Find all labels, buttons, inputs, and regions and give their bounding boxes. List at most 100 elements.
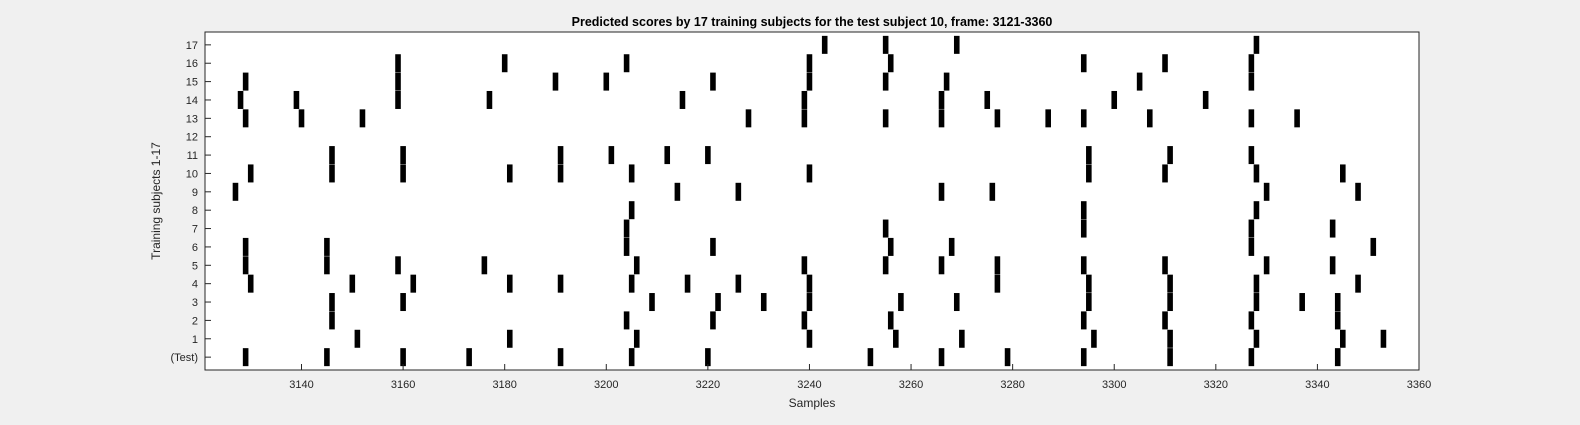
score-mark [1248,311,1255,330]
score-mark [943,72,950,91]
score-mark [242,109,249,128]
y-tick-label: 4 [192,279,198,291]
score-mark [1045,109,1051,128]
score-mark [1248,237,1255,256]
score-mark [649,293,655,312]
score-mark [400,348,406,367]
score-mark [806,329,813,348]
y-tick-label: 5 [192,260,198,272]
score-mark [1253,201,1260,220]
score-mark [710,237,716,256]
score-mark [806,164,813,183]
score-mark [1370,237,1377,256]
score-mark [329,293,335,312]
score-mark [893,329,899,348]
score-mark [1080,54,1087,73]
y-tick-label: 16 [186,58,198,70]
score-mark [603,72,610,91]
score-mark [1299,293,1305,312]
y-tick-label: 8 [192,205,198,217]
score-mark [1086,293,1092,312]
score-mark [1329,256,1336,275]
y-tick-label: 9 [192,187,198,199]
score-mark [324,348,330,367]
score-mark [1086,146,1092,165]
score-mark [801,90,808,109]
score-mark [1167,274,1173,293]
score-mark [745,109,752,128]
score-mark [806,274,813,293]
score-mark [1080,201,1087,220]
score-mark [705,146,711,165]
score-mark [1340,164,1346,183]
score-mark [1248,109,1255,128]
score-mark [994,274,1001,293]
score-mark [329,146,335,165]
score-mark [1334,348,1341,367]
score-mark [242,348,249,367]
y-tick-label: 2 [192,315,198,327]
score-mark [395,256,401,275]
y-tick-label: 7 [192,224,198,236]
score-mark [1162,311,1168,330]
score-mark [710,72,716,91]
score-mark [466,348,472,367]
score-mark [633,329,640,348]
score-mark [486,90,493,109]
score-mark [1253,274,1260,293]
score-mark [623,311,630,330]
score-mark [948,237,955,256]
score-mark [887,54,894,73]
score-mark [1086,164,1092,183]
x-tick-label: 3180 [492,379,516,391]
score-mark [1080,311,1087,330]
score-mark [1253,164,1260,183]
score-mark [806,293,813,312]
score-mark [821,35,828,54]
score-mark [882,72,889,91]
score-mark [506,329,513,348]
score-mark [674,182,681,201]
score-mark [1253,35,1260,54]
y-tick-label: (Test) [171,352,199,364]
score-mark [324,237,330,256]
score-mark [1340,329,1346,348]
score-mark [608,146,615,165]
score-mark [628,164,635,183]
x-tick-label: 3220 [696,379,720,391]
score-mark [1167,146,1173,165]
score-mark [1080,256,1087,275]
score-mark [898,293,904,312]
score-mark [953,35,960,54]
score-mark [1004,348,1011,367]
score-mark [953,293,960,312]
score-mark [232,182,239,201]
score-mark [1111,90,1118,109]
score-mark [887,311,894,330]
score-mark [400,146,406,165]
score-mark [1329,219,1336,238]
score-mark [1086,274,1092,293]
score-mark [1167,293,1173,312]
score-mark [801,109,808,128]
score-mark [984,90,991,109]
x-axis: 3140 3160 3180 3200 3220 3240 3260 3280 3300 3320… [289,364,1431,391]
score-mark [628,274,635,293]
score-mark [400,293,406,312]
score-mark [298,109,305,128]
y-tick-label: 10 [186,168,198,180]
score-mark [1162,164,1168,183]
score-mark [938,348,945,367]
score-mark [1080,348,1087,367]
score-mark [506,164,513,183]
score-mark [552,72,559,91]
score-mark [882,219,889,238]
score-mark [1162,54,1168,73]
score-mark [882,109,889,128]
y-tick-label: 17 [186,40,198,52]
score-mark [801,256,808,275]
score-mark [664,146,671,165]
score-mark [557,164,564,183]
